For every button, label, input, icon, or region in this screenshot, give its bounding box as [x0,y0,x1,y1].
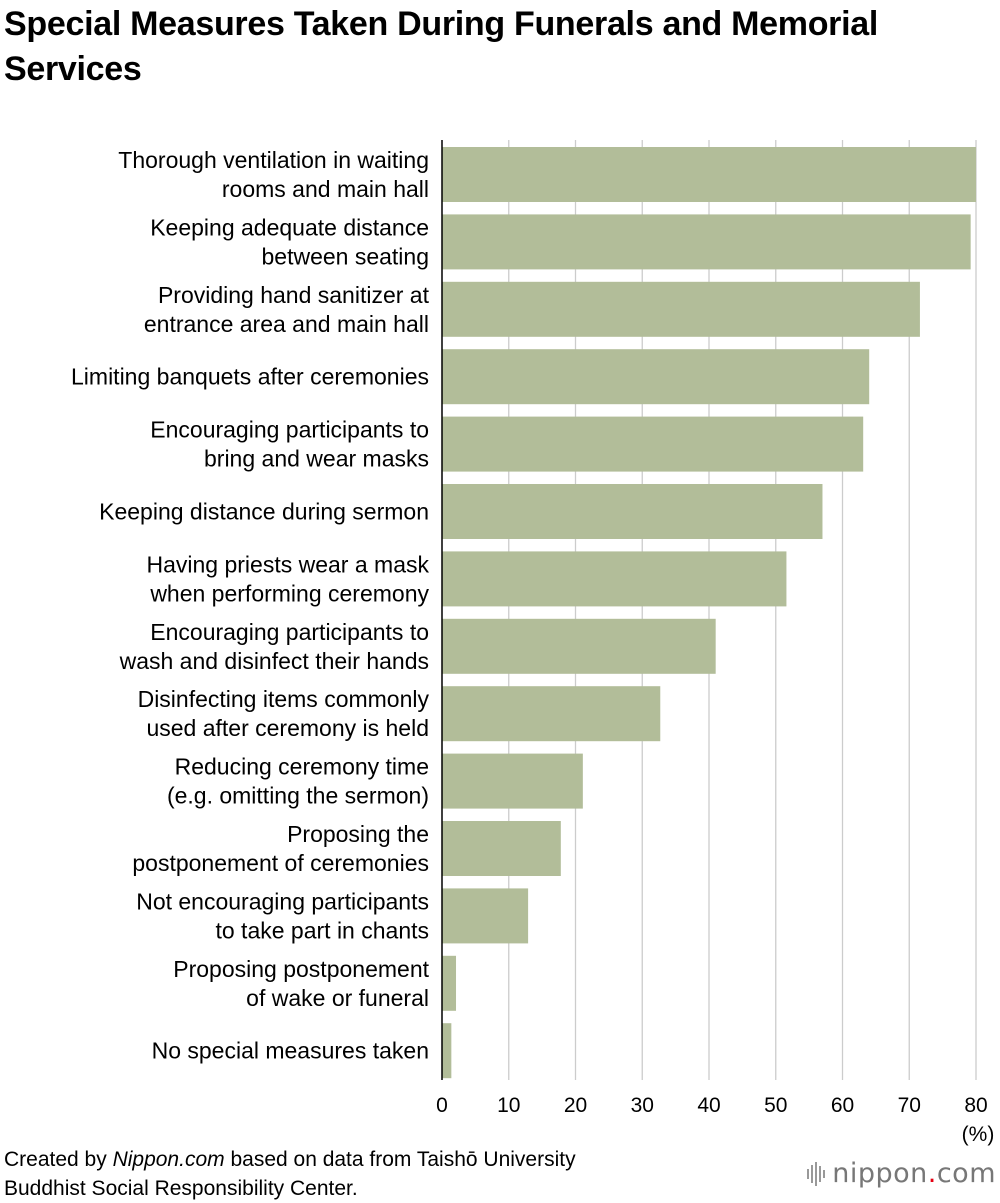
x-axis-ticks: 0 10 20 30 40 50 60 70 80 [436,1094,988,1117]
bar [442,618,716,674]
bar [442,821,561,876]
source-line-2: Buddhist Social Responsibility Center. [4,1177,358,1200]
category-label: Providing hand sanitizer at entrance area… [144,282,430,337]
category-labels: Thorough ventilation in waiting rooms and… [71,147,430,1064]
logo-name: nippon [832,1158,928,1189]
category-label: Encouraging participants to bring and wea… [150,417,429,472]
x-tick-label: 80 [964,1094,987,1117]
x-tick-label: 40 [697,1094,720,1117]
category-label: Keeping distance during sermon [99,499,429,525]
source-note: Created by Nippon.com based on data from… [4,1145,576,1203]
x-tick-label: 20 [564,1094,587,1117]
x-tick-label: 30 [631,1094,654,1117]
bar [442,214,971,270]
x-tick-label: 70 [898,1094,921,1117]
category-label: Proposing the postponement of ceremonies [132,821,429,876]
category-label: Limiting banquets after ceremonies [71,364,429,390]
bar [442,281,920,337]
category-label: Encouraging participants to wash and disi… [119,619,429,674]
sound-bars-icon [807,1161,826,1186]
logo-wordmark: nippon.com [832,1158,996,1189]
bar [442,955,457,1011]
bar [442,888,529,944]
logo-domain: com [936,1158,996,1189]
bars [442,147,976,1079]
category-label: Reducing ceremony time (e.g. omitting the… [167,754,429,809]
bar [442,349,870,405]
bar [442,551,787,607]
category-label: Thorough ventilation in waiting rooms and… [118,147,429,202]
x-tick-label: 60 [831,1094,854,1117]
category-label: No special measures taken [152,1038,429,1064]
category-label: Proposing postponement of wake or funeral [173,956,429,1011]
nippon-logo: nippon.com [807,1158,996,1189]
category-label: Keeping adequate distance between seating [150,214,429,269]
source-prefix: Created by [4,1148,113,1171]
bar [442,753,583,809]
bar [442,416,864,472]
category-label: Having priests wear a mask when performin… [147,551,430,606]
source-suffix: based on data from Taishō University [224,1148,576,1171]
logo-dot: . [927,1158,937,1189]
x-tick-label: 10 [497,1094,520,1117]
x-axis-unit: (%) [962,1123,995,1146]
category-label: Not encouraging participants to take part… [136,888,429,943]
bar [442,147,976,202]
chart-title: Special Measures Taken During Funerals a… [4,5,879,88]
x-tick-label: 0 [436,1094,448,1117]
category-label: Disinfecting items commonly used after ce… [138,686,430,741]
bar [442,1023,452,1079]
bar [442,686,661,742]
bar [442,484,823,539]
gridlines [508,140,977,1080]
source-site: Nippon.com [112,1148,225,1171]
x-tick-label: 50 [764,1094,787,1117]
